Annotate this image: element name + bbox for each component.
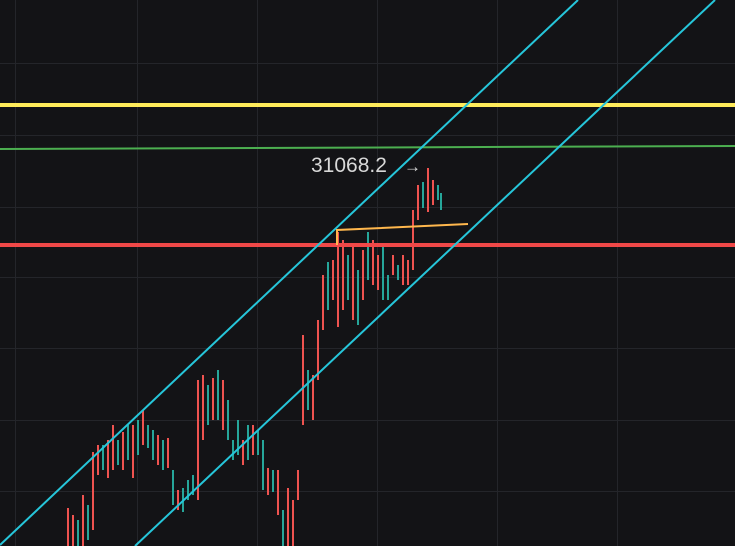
trend-line-green[interactable] [0, 145, 735, 150]
candles-up [77, 182, 442, 546]
candles [67, 168, 442, 546]
channel-upper[interactable] [0, 0, 579, 546]
price-label: 31068.2 [311, 154, 387, 177]
trend-line-orange[interactable] [336, 223, 469, 245]
candles-down [67, 168, 434, 546]
channel-lower[interactable] [134, 0, 716, 546]
price-arrow: → [404, 157, 421, 176]
